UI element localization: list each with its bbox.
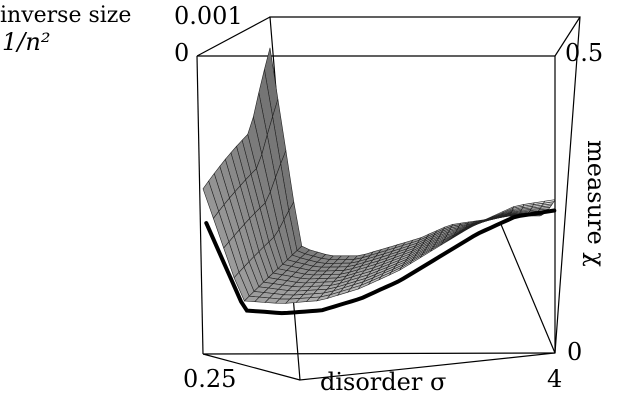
y-axis-label-line2: 1/n² <box>2 28 50 56</box>
box-edge-top-left <box>196 16 271 57</box>
z-tick-low: 0 <box>567 338 582 366</box>
z-tick-high: 0.5 <box>565 39 603 67</box>
x-tick-high: 4 <box>547 365 562 393</box>
box-back-face <box>269 16 581 381</box>
y-axis-label-line1: inverse size <box>0 3 131 28</box>
box-edge-inner-diag <box>499 221 556 354</box>
z-axis-label: measure χ <box>582 140 610 267</box>
box-edge-top-right <box>554 16 581 57</box>
box-edge-bottom <box>202 352 556 355</box>
x-tick-low: 0.25 <box>183 365 236 393</box>
surface-mesh <box>202 47 556 304</box>
surface-cell <box>543 199 556 204</box>
box-edge-bottom-left <box>202 353 301 381</box>
y-tick-low: 0 <box>174 39 189 67</box>
highlight-curve <box>204 208 557 316</box>
box-edge-left <box>196 55 204 355</box>
x-axis-label: disorder σ <box>320 368 446 396</box>
y-tick-high: 0.001 <box>174 2 243 30</box>
